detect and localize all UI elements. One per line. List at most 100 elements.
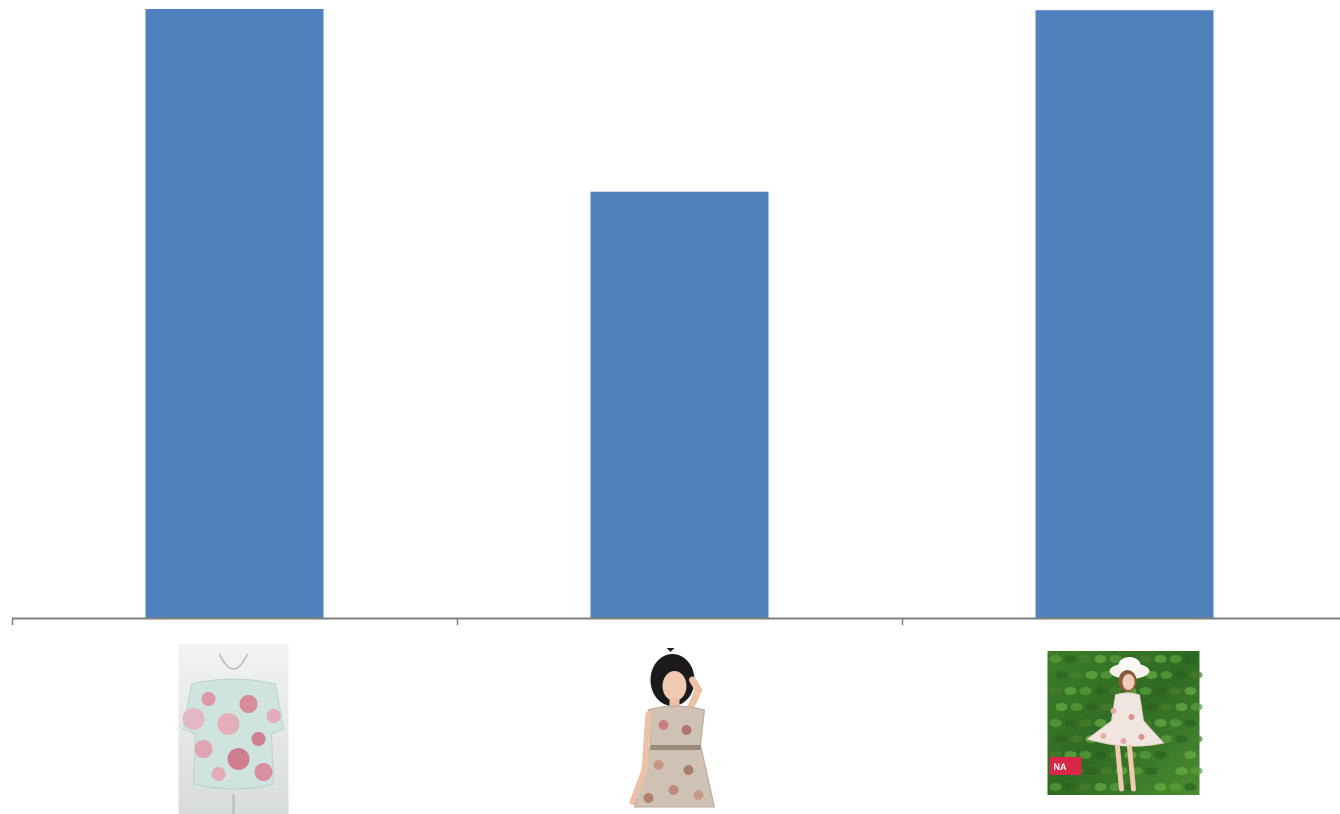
ivy-leaf (1049, 655, 1062, 663)
ivy-leaf (1184, 751, 1197, 759)
ivy-leaf (1079, 719, 1092, 727)
floral-print-spot (1100, 733, 1107, 739)
ivy-leaf (1085, 767, 1098, 775)
ivy-leaf (1154, 687, 1167, 695)
category-pictures: NA (178, 644, 1203, 814)
ivy-leaf (1160, 767, 1173, 775)
ivy-leaf (1064, 719, 1077, 727)
ivy-leaf (1154, 655, 1167, 663)
floral-print-spot (668, 785, 679, 795)
brand-logo-text: NA (1054, 762, 1067, 772)
ivy-leaf (1064, 655, 1077, 663)
ivy-leaf (1154, 719, 1167, 727)
floral-print-spot (653, 760, 664, 770)
category-picture-3: NA (1047, 651, 1203, 795)
ivy-leaf (1094, 687, 1107, 695)
ivy-leaf (1145, 767, 1158, 775)
ivy-leaf (1169, 719, 1182, 727)
bar-2 (590, 191, 769, 618)
ivy-leaf (1055, 671, 1068, 679)
ivy-leaf (1190, 671, 1203, 679)
ivy-leaf (1154, 751, 1167, 759)
floral-print-spot (693, 790, 704, 800)
category-picture-1 (178, 644, 289, 814)
floral-print-spot (182, 708, 205, 730)
ivy-leaf (1094, 751, 1107, 759)
ivy-leaf (1160, 671, 1173, 679)
ivy-leaf (1070, 735, 1083, 743)
ivy-leaf (1049, 783, 1062, 791)
ivy-leaf (1079, 687, 1092, 695)
floral-print-spot (643, 793, 654, 803)
ivy-leaf (1109, 655, 1122, 663)
ivy-leaf (1169, 783, 1182, 791)
floral-print-spot (1128, 714, 1135, 720)
ivy-leaf (1175, 703, 1188, 711)
blouse-shape (182, 678, 285, 790)
ivy-leaf (1190, 735, 1203, 743)
floral-print-spot (1110, 708, 1117, 714)
floral-print-spot (266, 709, 281, 723)
lowered-arm (629, 711, 652, 805)
ivy-leaf (1160, 703, 1173, 711)
ivy-leaf (1094, 655, 1107, 663)
sun-hat-crown (1118, 657, 1141, 673)
ivy-leaf (1139, 687, 1152, 695)
floral-print-spot (254, 763, 273, 781)
legs (1115, 744, 1136, 792)
x-axis (11, 617, 1340, 625)
floral-print-spot (1138, 734, 1145, 740)
floral-print-spot (251, 732, 266, 746)
face (1122, 674, 1135, 690)
ivy-leaf (1094, 719, 1107, 727)
ivy-leaf (1070, 703, 1083, 711)
floral-print-spot (1120, 738, 1127, 744)
floral-dress (1086, 692, 1165, 747)
bars-layer (145, 9, 1214, 618)
floral-print-spot (658, 720, 669, 730)
ivy-leaf (1184, 655, 1197, 663)
ivy-leaf (1169, 687, 1182, 695)
floral-print-spot (239, 695, 258, 713)
bar-1 (145, 9, 324, 618)
ivy-leaf (1175, 671, 1188, 679)
brand-logo-badge (1049, 757, 1082, 775)
ivy-leaf (1139, 751, 1152, 759)
ivy-leaf (1085, 671, 1098, 679)
ivy-leaf (1055, 735, 1068, 743)
floral-print-spot (194, 740, 213, 758)
floral-print-spot (201, 692, 216, 706)
ivy-leaf (1184, 687, 1197, 695)
ivy-leaf (1160, 735, 1173, 743)
ivy-leaf (1190, 767, 1203, 775)
ivy-leaf (1190, 703, 1203, 711)
floral-print-spot (227, 748, 250, 770)
dress-belt (650, 745, 701, 750)
face (662, 671, 687, 701)
category-picture-2 (629, 648, 716, 808)
ivy-leaf (1085, 703, 1098, 711)
floral-dress (633, 705, 716, 808)
ivy-leaf (1139, 655, 1152, 663)
ivy-leaf (1169, 655, 1182, 663)
floral-print-spot (681, 725, 692, 735)
neck (669, 698, 680, 708)
ivy-leaf (1154, 783, 1167, 791)
ivy-leaf (1049, 687, 1062, 695)
ivy-leaf (1109, 687, 1122, 695)
ivy-leaf (1184, 719, 1197, 727)
ivy-leaf (1109, 783, 1122, 791)
ivy-leaf (1100, 767, 1113, 775)
ivy-leaf (1175, 767, 1188, 775)
ivy-leaf (1064, 783, 1077, 791)
floral-print-spot (211, 767, 226, 781)
mannequin-neck (218, 653, 249, 670)
floral-print-spot (683, 765, 694, 775)
ivy-leaf (1064, 687, 1077, 695)
ivy-leaf (1100, 703, 1113, 711)
hair-bun (666, 648, 675, 652)
ivy-leaf (1079, 751, 1092, 759)
ivy-leaf (1145, 703, 1158, 711)
ivy-leaf (1055, 703, 1068, 711)
